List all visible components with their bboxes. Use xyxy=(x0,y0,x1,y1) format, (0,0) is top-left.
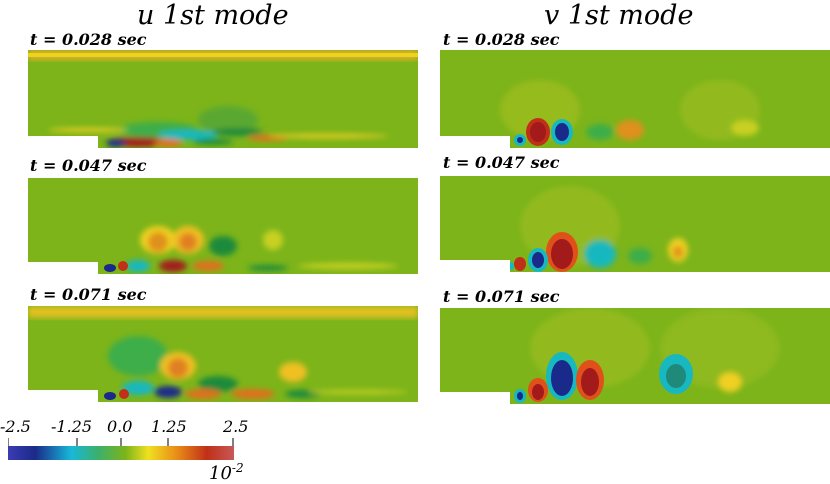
colorbar xyxy=(8,438,234,460)
u-mode-title: u 1st mode xyxy=(137,0,289,31)
colorbar-exponent-base: 10 xyxy=(209,463,232,484)
u-time-label-2: t = 0.047 sec xyxy=(30,156,147,175)
v-time-label-1: t = 0.028 sec xyxy=(443,30,560,49)
colorbar-exponent: 10-2 xyxy=(209,461,244,484)
colorbar-tick-neg-mid: -1.25 xyxy=(51,417,93,436)
colorbar-tick-max: 2.5 xyxy=(223,417,249,436)
u-mode-field-t3 xyxy=(28,306,418,402)
colorbar-tick-pos-mid: 1.25 xyxy=(151,417,187,436)
v-mode-title: v 1st mode xyxy=(544,0,694,31)
colorbar-tick-zero: 0.0 xyxy=(107,417,133,436)
u-mode-field-t1 xyxy=(28,50,418,148)
colorbar-tick-min: -2.5 xyxy=(0,417,31,436)
u-mode-field-t2 xyxy=(28,178,418,274)
u-time-label-1: t = 0.028 sec xyxy=(30,30,147,49)
v-time-label-2: t = 0.047 sec xyxy=(443,153,560,172)
v-mode-field-t3 xyxy=(440,308,830,404)
v-mode-field-t1 xyxy=(440,50,830,148)
v-time-label-3: t = 0.071 sec xyxy=(443,287,560,306)
v-mode-field-t2 xyxy=(440,176,830,272)
colorbar-exponent-power: -2 xyxy=(231,461,244,475)
u-time-label-3: t = 0.071 sec xyxy=(30,285,147,304)
